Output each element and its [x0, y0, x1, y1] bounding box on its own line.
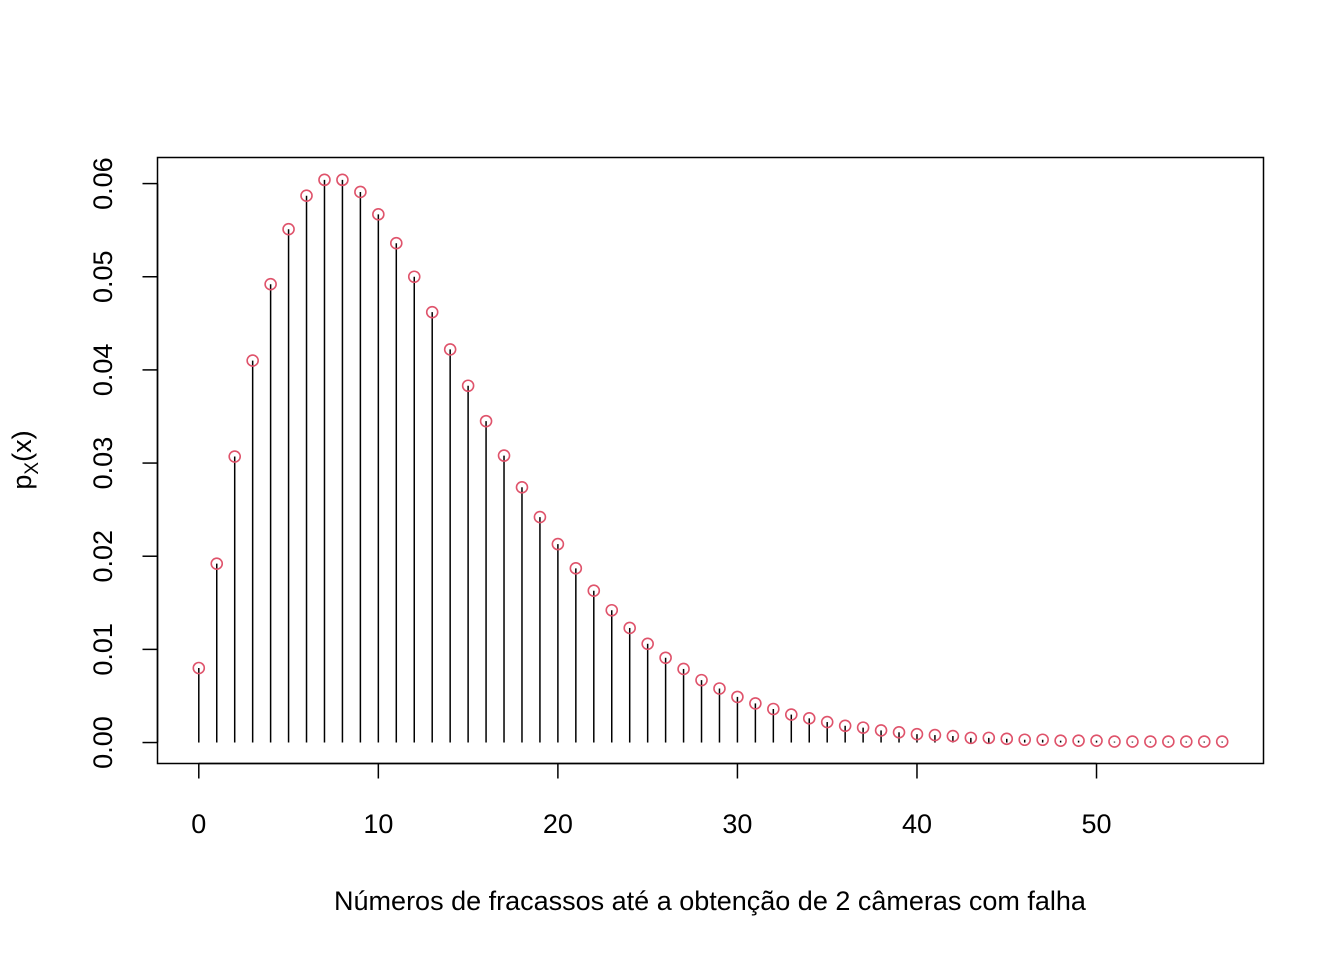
pmf-point [246, 354, 259, 367]
pmf-point [318, 173, 331, 187]
pmf-point [425, 305, 439, 319]
pmf-point [1197, 735, 1211, 748]
pmf-point [587, 584, 601, 597]
pmf-point [372, 208, 385, 221]
pmf-point [461, 379, 475, 393]
pmf-point [228, 450, 242, 463]
pmf-point [1108, 735, 1121, 748]
pmf-point [497, 449, 511, 462]
pmf-point [910, 727, 924, 741]
x-axis: 0 10 20 30 40 50 [191, 762, 1112, 839]
pmf-point [300, 189, 313, 202]
pmf-point [928, 728, 942, 742]
pmf-point [533, 510, 547, 524]
pmf-point [569, 562, 583, 575]
stem-lines [198, 179, 1223, 743]
pmf-point [695, 673, 708, 687]
pmf-point [731, 690, 744, 704]
pmf-point [1090, 734, 1103, 747]
y-tick-label: 0.03 [88, 437, 118, 490]
x-tick-label: 10 [363, 809, 393, 839]
pmf-point [210, 557, 224, 570]
x-tick-label: 20 [543, 809, 573, 839]
pmf-point [336, 173, 349, 187]
pmf-point [551, 537, 565, 551]
pmf-point [874, 724, 888, 737]
x-tick-label: 30 [722, 809, 752, 839]
pmf-point [1126, 735, 1139, 748]
pmf-point [1018, 733, 1032, 747]
pmf-point [443, 343, 457, 356]
pmf-point [677, 662, 690, 676]
pmf-point [641, 637, 654, 651]
pmf-point [282, 222, 295, 236]
pmf-point [1144, 735, 1157, 748]
pmf-point [264, 277, 277, 291]
y-tick-label: 0.04 [88, 344, 118, 397]
pmf-point [623, 621, 637, 635]
pmf-point [892, 725, 906, 739]
pmf-point [479, 414, 493, 428]
pmf-point [820, 715, 834, 729]
pmf-point [407, 270, 421, 284]
pmf-point [802, 712, 816, 725]
pmf-point [1036, 733, 1049, 747]
pmf-point [354, 185, 367, 199]
pmf-point [982, 731, 996, 745]
pmf-point [964, 731, 978, 745]
pmf-point [605, 603, 619, 617]
y-tick-label: 0.02 [88, 530, 118, 583]
pmf-point [838, 719, 852, 733]
y-axis-title-tail: (x) [7, 430, 37, 461]
y-axis-title-subscript: X [22, 462, 43, 475]
pmf-point [389, 236, 403, 250]
x-tick-label: 40 [902, 809, 932, 839]
plot-frame [156, 156, 1265, 765]
pmf-point [946, 729, 960, 743]
x-tick-label: 50 [1081, 809, 1111, 839]
y-tick-label: 0.06 [88, 157, 118, 210]
pmf-point [1215, 735, 1229, 748]
y-axis-title-main: p [7, 475, 37, 490]
pmf-point [749, 697, 762, 710]
pmf-point [1179, 735, 1193, 748]
y-tick-label: 0.01 [88, 623, 118, 676]
y-tick-label: 0.00 [88, 716, 118, 769]
x-tick-label: 0 [191, 809, 206, 839]
x-axis-title: Números de fracassos até a obtenção de 2… [334, 886, 1087, 916]
y-axis-title: pX(x) [7, 430, 43, 489]
pmf-point [713, 682, 726, 695]
pmf-point [1054, 734, 1067, 747]
pmf-point [1162, 735, 1175, 748]
pmf-point [767, 702, 780, 716]
data-points [192, 173, 1229, 748]
pmf-point [856, 721, 870, 734]
y-axis: 0.00 0.01 0.02 0.03 0.04 0.05 0.06 [88, 157, 159, 769]
pmf-point [515, 480, 529, 494]
y-tick-label: 0.05 [88, 250, 118, 303]
pmf-point [192, 661, 206, 675]
pmf-point [1000, 732, 1014, 746]
pmf-point [784, 708, 798, 721]
pmf-point [1072, 734, 1085, 747]
pmf-point [659, 651, 672, 665]
